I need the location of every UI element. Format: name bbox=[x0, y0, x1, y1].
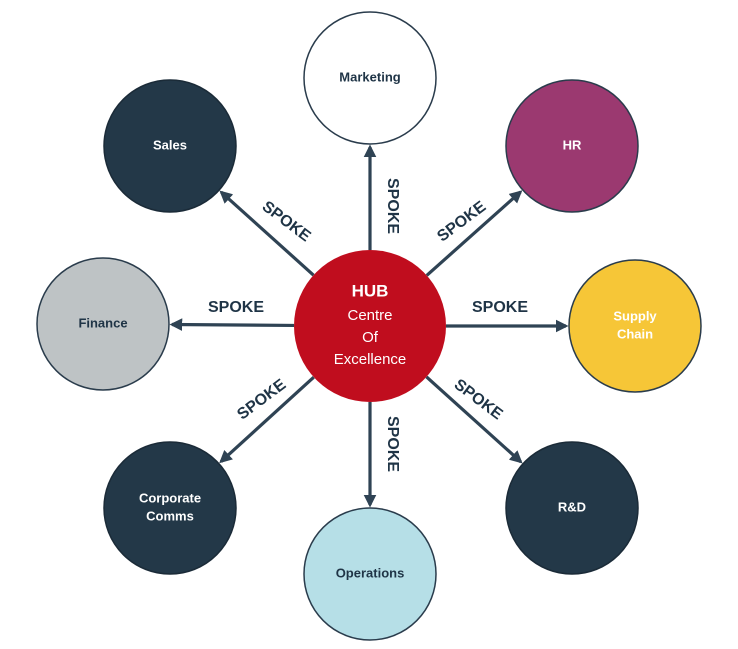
node-supply-chain: Supply Chain bbox=[568, 259, 702, 393]
spoke-arrow-hr bbox=[425, 190, 523, 277]
node-label-supply-chain: Supply bbox=[613, 308, 657, 323]
node-circle-sales bbox=[103, 79, 237, 213]
node-circle-corporate-comms bbox=[103, 441, 237, 575]
hub-node: HUB Centre Of Excellence bbox=[294, 250, 446, 402]
node-circle-finance bbox=[36, 257, 170, 391]
node-label-hr: HR bbox=[563, 137, 582, 152]
spoke-label-finance: SPOKE bbox=[208, 299, 264, 316]
spoke-label-rnd: SPOKE bbox=[451, 376, 506, 423]
spoke-label-corporate-comms: SPOKE bbox=[234, 376, 289, 423]
hub-subtitle-line: Excellence bbox=[334, 351, 407, 368]
spoke-arrow-corporate-comms bbox=[219, 375, 315, 464]
node-circle-hr bbox=[505, 79, 639, 213]
node-label-marketing: Marketing bbox=[339, 69, 400, 84]
node-sales: Sales bbox=[103, 79, 237, 213]
node-circle-rnd bbox=[505, 441, 639, 575]
node-operations: Operations bbox=[303, 507, 437, 641]
node-label-sales: Sales bbox=[153, 137, 187, 152]
node-circle-marketing bbox=[303, 11, 437, 145]
spoke-label-operations: SPOKE bbox=[384, 416, 401, 472]
node-rnd: R&D bbox=[505, 441, 639, 575]
spoke-arrow-finance bbox=[169, 318, 295, 331]
node-label-supply-chain: Chain bbox=[617, 326, 653, 341]
spokes-layer bbox=[169, 144, 569, 508]
nodes-layer: Marketing HR Supply Chain R&D Operations Corpo… bbox=[36, 11, 702, 641]
hub-subtitle-line: Centre bbox=[347, 307, 392, 324]
spoke-label-sales: SPOKE bbox=[259, 198, 314, 245]
node-marketing: Marketing bbox=[303, 11, 437, 145]
node-finance: Finance bbox=[36, 257, 170, 391]
hub-title: HUB bbox=[352, 281, 389, 300]
spoke-arrow-rnd bbox=[425, 375, 523, 464]
spoke-label-supply-chain: SPOKE bbox=[472, 299, 528, 316]
node-label-rnd: R&D bbox=[558, 499, 586, 514]
spoke-label-marketing: SPOKE bbox=[384, 178, 401, 234]
node-label-operations: Operations bbox=[336, 565, 405, 580]
node-label-corporate-comms: Comms bbox=[146, 508, 194, 523]
spoke-label-hr: SPOKE bbox=[434, 198, 489, 245]
node-label-corporate-comms: Corporate bbox=[139, 490, 201, 505]
hub-circle bbox=[294, 250, 446, 402]
hub-subtitle-line: Of bbox=[362, 329, 379, 346]
node-corporate-comms: Corporate Comms bbox=[103, 441, 237, 575]
spoke-arrow-sales bbox=[219, 190, 315, 277]
node-hr: HR bbox=[505, 79, 639, 213]
node-label-finance: Finance bbox=[78, 315, 127, 330]
node-circle-operations bbox=[303, 507, 437, 641]
node-circle-supply-chain bbox=[568, 259, 702, 393]
